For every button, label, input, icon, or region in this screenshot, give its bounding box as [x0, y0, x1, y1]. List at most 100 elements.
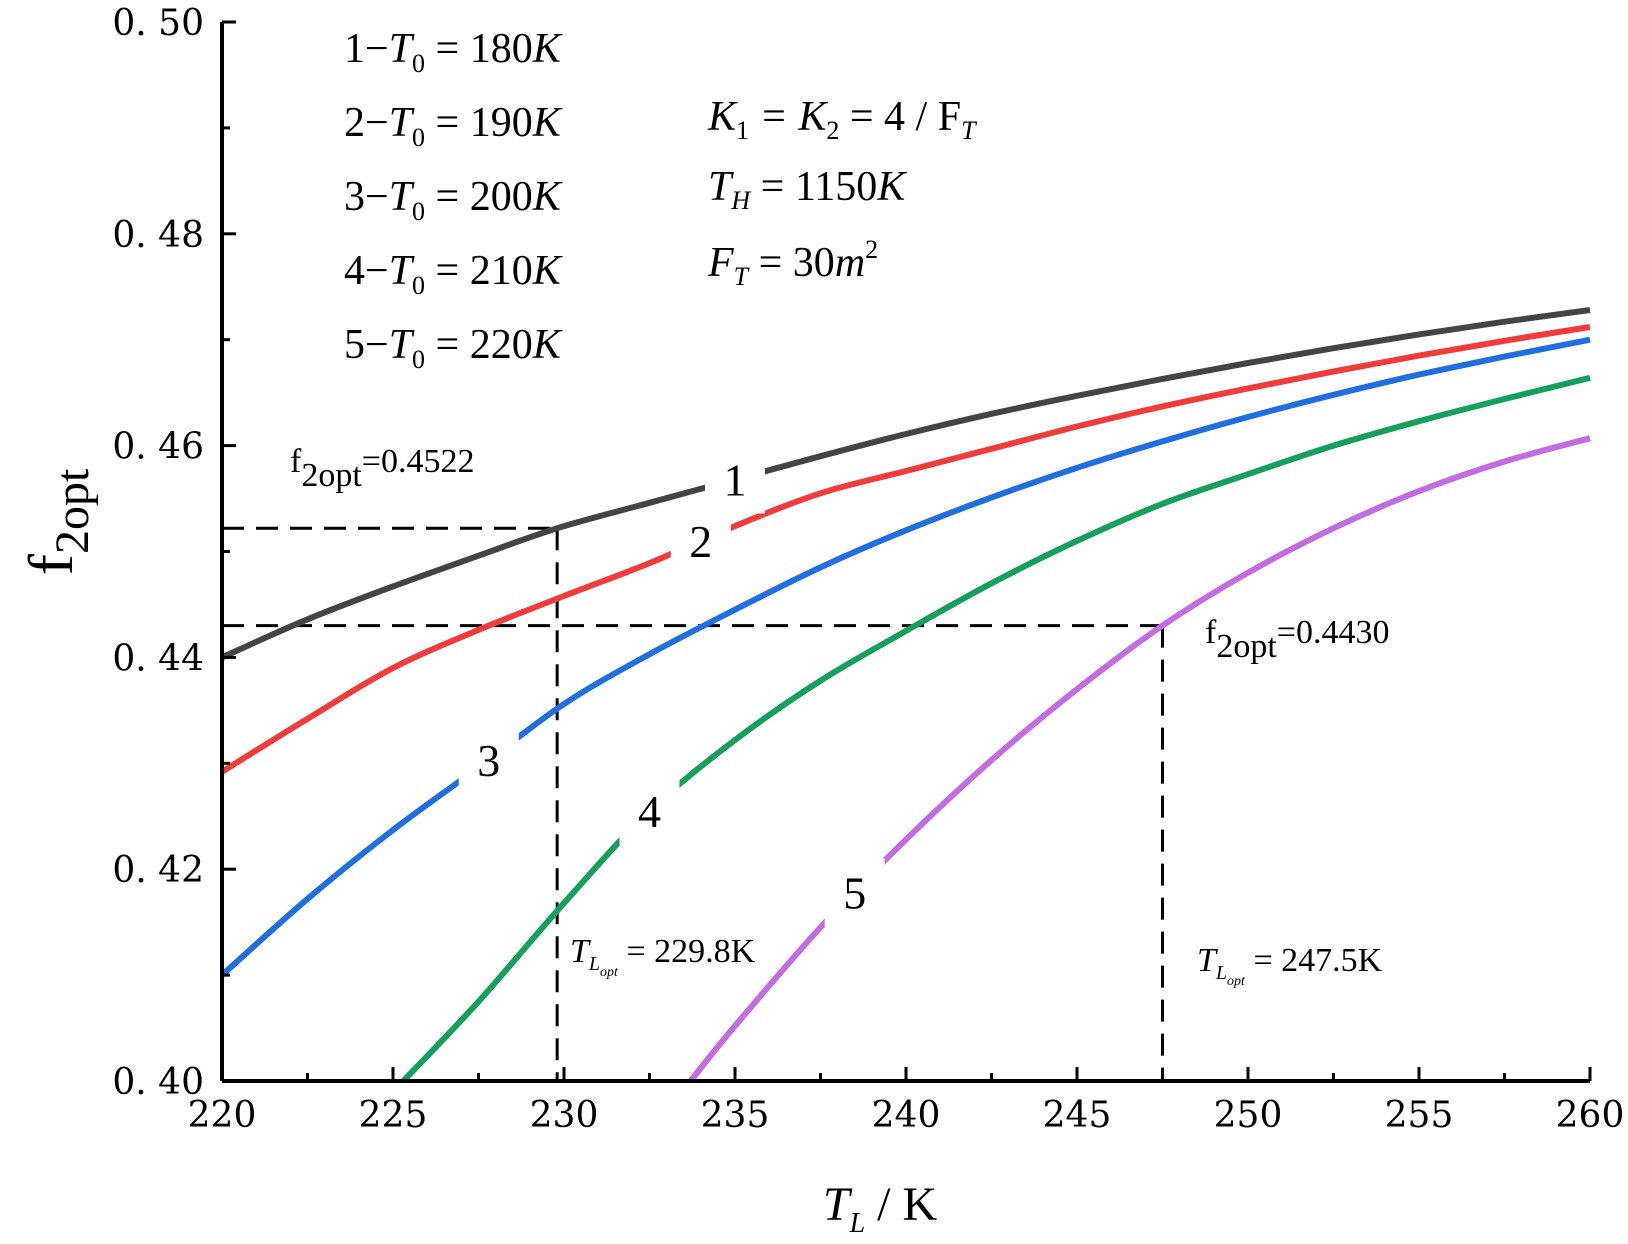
y-tick-label: 0. 44 — [112, 638, 204, 679]
legend-entry-part: 2 — [344, 100, 365, 146]
series-line-4 — [401, 374, 1591, 1084]
annotation-f2opt-2: f2opt=0.4430 — [1205, 614, 1389, 665]
x-tick-label: 235 — [701, 1095, 770, 1136]
y-tick-label: 0. 48 — [112, 215, 204, 256]
annotation-f2opt-1-sub: 2opt — [301, 457, 362, 494]
legend-entry-part: K — [532, 322, 563, 368]
param-ft-sub: T — [961, 116, 977, 145]
legend-entry-part: = 210 — [425, 248, 533, 294]
annotation-f2opt-1: f2opt=0.4522 — [290, 443, 474, 494]
param-th-line: TH = 1150K — [708, 164, 907, 215]
curve-label-knockout — [670, 506, 731, 575]
legend-entry-part: T — [389, 248, 415, 294]
x-tick-label: 240 — [872, 1095, 941, 1136]
legend-entry-part: 0 — [412, 271, 425, 300]
legend-entry-4: 4−T0 = 210K — [344, 248, 563, 300]
annotation-tlopt-1-value: = 229.8K — [618, 933, 756, 970]
param-k1-sub: 1 — [736, 116, 749, 145]
legend-entry-part: 3 — [344, 174, 365, 220]
legend-entry-part: K — [532, 26, 563, 72]
legend-entry-part: K — [532, 100, 563, 146]
series-line-3 — [220, 336, 1591, 978]
annotation-tlopt-1: TLopt = 229.8K — [570, 933, 756, 980]
annotation-tlopt-2-sub: L — [1215, 962, 1227, 984]
legend-entry-2: 2−T0 = 190K — [344, 100, 563, 152]
param-ftl-value: = 30 — [748, 240, 835, 286]
param-k-line: K1 = K2 = 4 / FT — [707, 94, 977, 145]
param-k1-var: K — [707, 94, 738, 140]
legend-entry-part: 1 — [344, 26, 365, 72]
legend-entry-part: − — [365, 100, 389, 146]
param-th-sub: H — [730, 186, 751, 215]
x-axis-title-unit: / K — [865, 1178, 937, 1231]
curve-label-4: 4 — [638, 786, 661, 837]
param-ft-expr: = 4 / F — [839, 94, 961, 140]
legend-entry-part: = 190 — [425, 100, 533, 146]
legend-entry-part: T — [389, 174, 415, 220]
data-series — [220, 307, 1591, 1084]
param-th-var: T — [708, 164, 734, 210]
annotation-f2opt-2-main: f — [1205, 614, 1217, 651]
x-tick-label: 250 — [1214, 1095, 1283, 1136]
legend-entry-part: = 200 — [425, 174, 533, 220]
y-axis-title: f2opt — [15, 468, 99, 575]
x-tick-label: 220 — [188, 1095, 257, 1136]
curve-label-knockout — [458, 725, 519, 794]
legend-entry-1: 1−T0 = 180K — [344, 26, 563, 78]
legend-entry-part: T — [389, 26, 415, 72]
y-tick-label: 0. 50 — [112, 3, 204, 44]
x-tick-label: 255 — [1385, 1095, 1454, 1136]
curve-label-1: 1 — [724, 454, 747, 505]
legend-entry-3: 3−T0 = 200K — [344, 174, 563, 226]
curve-label-5: 5 — [843, 867, 866, 918]
param-ftl-sub: T — [734, 262, 750, 291]
legend-entry-part: T — [389, 322, 415, 368]
series-line-5 — [688, 435, 1591, 1083]
parameter-block: K1 = K2 = 4 / FT TH = 1150K FT = 30m2 — [707, 94, 977, 291]
annotation-tlopt-1-sub: L — [588, 953, 600, 975]
legend-entry-part: − — [365, 26, 389, 72]
param-ftl-var: F — [707, 240, 734, 286]
annotation-tlopt-2-subsub: opt — [1227, 974, 1246, 989]
curve-label-3: 3 — [477, 735, 500, 786]
annotation-tlopt-2: TLopt = 247.5K — [1197, 942, 1383, 989]
annotation-tlopt-1-subsub: opt — [600, 965, 619, 980]
param-ft-line: FT = 30m2 — [707, 235, 878, 291]
legend-entry-part: K — [532, 174, 563, 220]
annotation-f2opt-2-value: =0.4430 — [1277, 614, 1390, 651]
legend-entry-part: − — [365, 248, 389, 294]
param-k2-var: = K — [749, 94, 828, 140]
param-ftl-unit: m — [835, 240, 865, 286]
curve-label-knockout — [705, 445, 765, 514]
legend-entry-part: = 180 — [425, 26, 533, 72]
param-k2-sub: 2 — [826, 116, 839, 145]
y-axis-title-main: f — [15, 553, 86, 575]
x-axis-title: TL / K — [823, 1178, 938, 1239]
annotation-f2opt-1-main: f — [290, 443, 302, 480]
reference-lines — [222, 526, 1164, 1081]
curve-labels: 12 3 4 5 — [458, 445, 885, 927]
legend-entry-part: 0 — [412, 197, 425, 226]
param-ftl-sup: 2 — [865, 235, 878, 264]
curve-label-2: 2 — [689, 516, 712, 567]
annotation-tlopt-2-main: T — [1197, 942, 1218, 979]
legend-entry-part: 0 — [412, 123, 425, 152]
y-axis-title-sub: 2opt — [46, 468, 99, 554]
param-th-unit: K — [876, 164, 907, 210]
x-tick-label: 230 — [530, 1095, 599, 1136]
legend-entry-part: 0 — [412, 49, 425, 78]
annotation-f2opt-1-value: =0.4522 — [362, 443, 475, 480]
legend-entry-part: 0 — [412, 345, 425, 374]
annotation-tlopt-2-value: = 247.5K — [1245, 942, 1383, 979]
y-tick-label: 0. 42 — [112, 850, 204, 891]
legend-entry-part: 4 — [344, 248, 365, 294]
param-th-value: = 1150 — [750, 164, 877, 210]
legend-entry-part: 5 — [344, 322, 365, 368]
series-line-1 — [220, 307, 1591, 661]
legend-entry-part: T — [389, 100, 415, 146]
legend-entry-part: = 220 — [425, 322, 533, 368]
